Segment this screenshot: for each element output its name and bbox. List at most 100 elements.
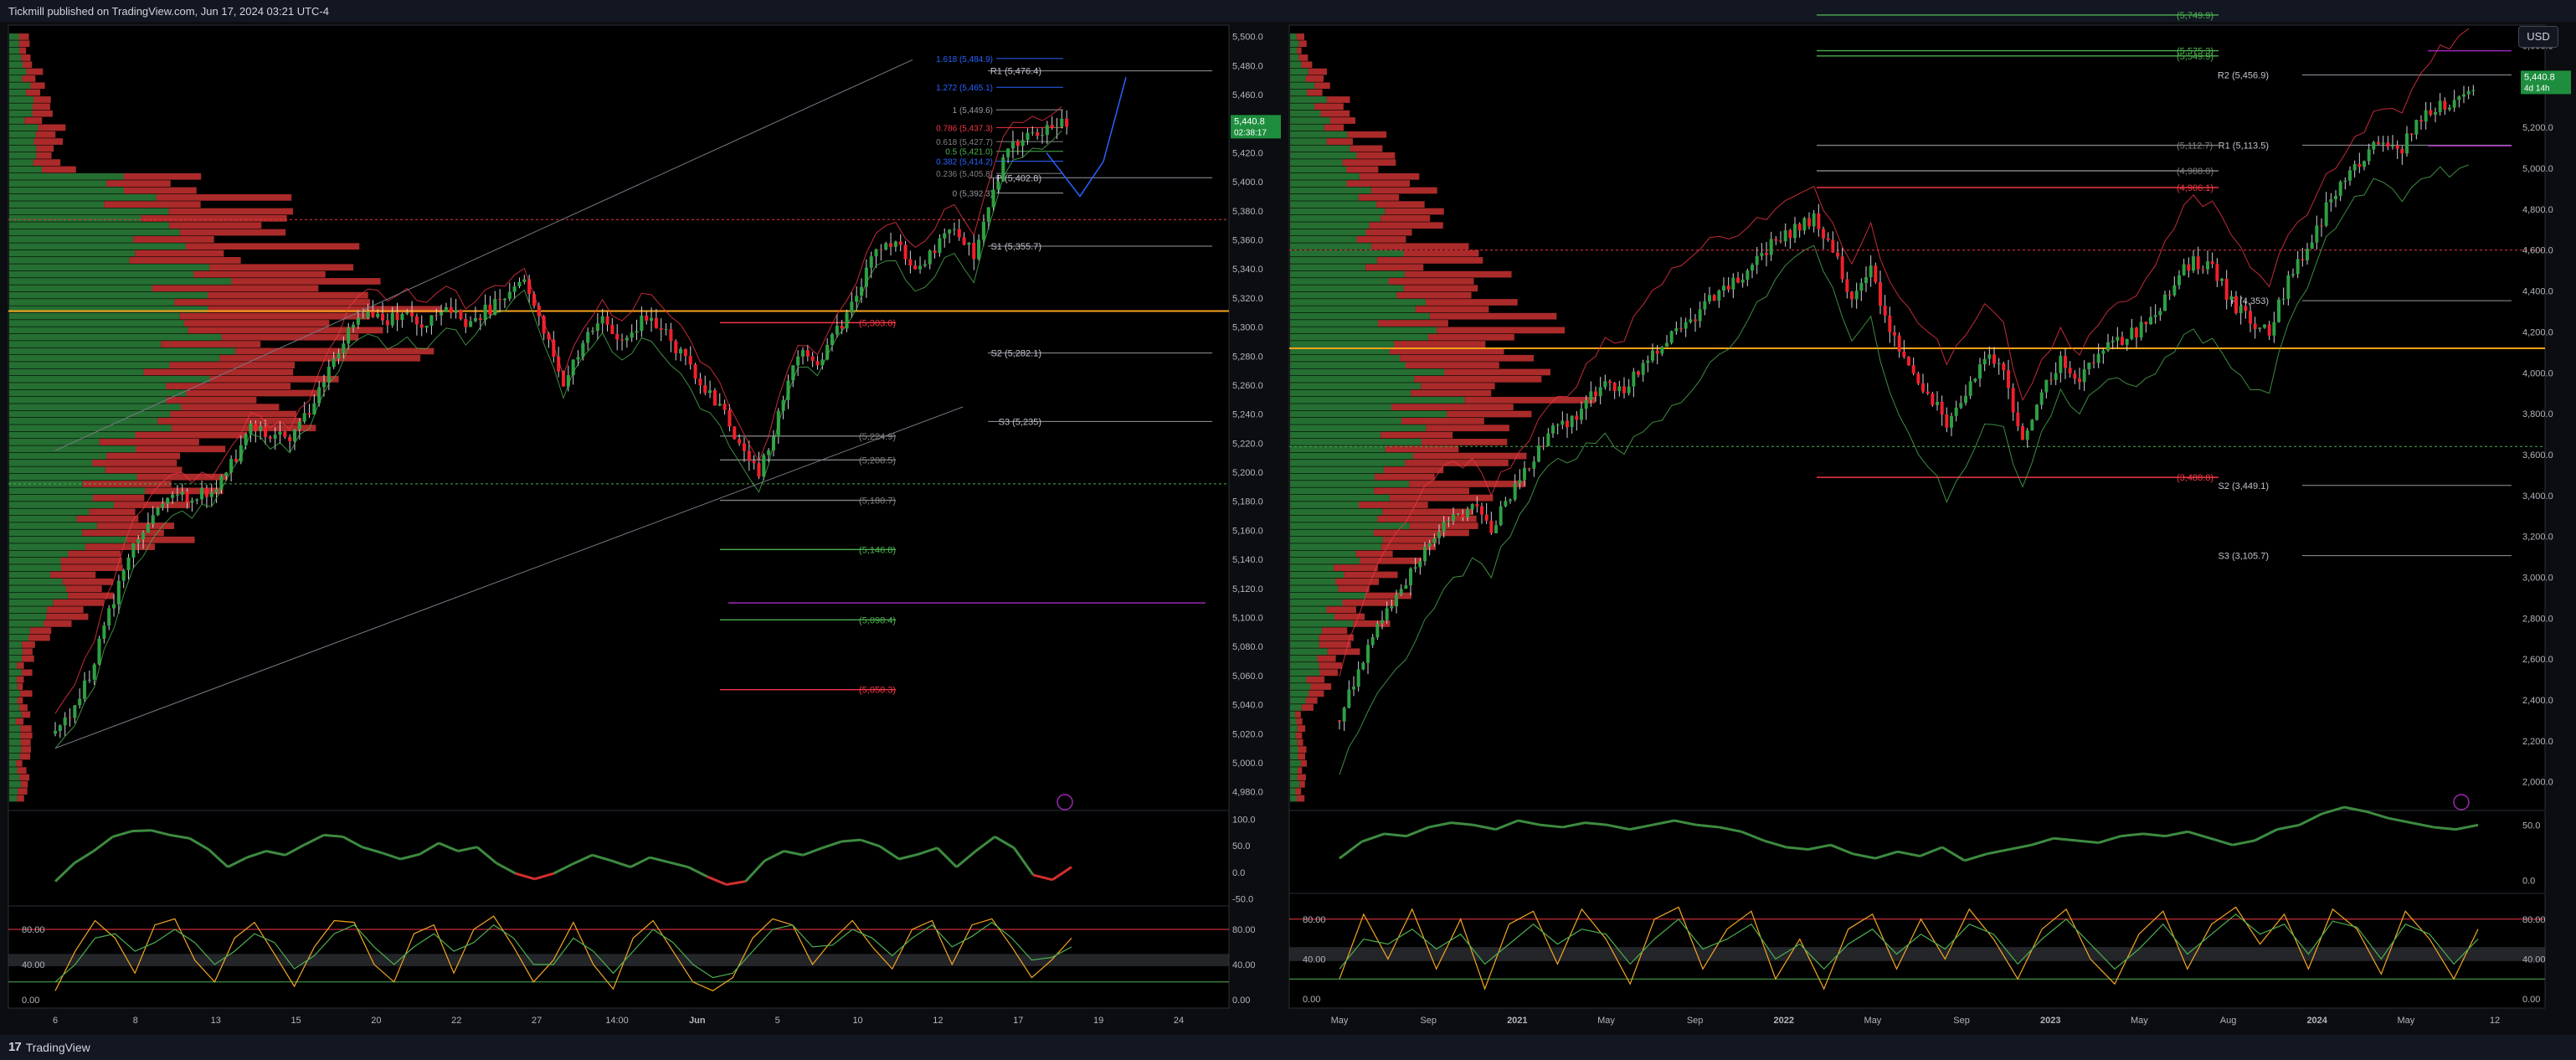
candle-down — [1822, 229, 1825, 239]
candle-up — [2352, 163, 2357, 171]
candle-down — [2167, 294, 2172, 296]
volume-bar-up — [1290, 502, 1359, 508]
time-axis: May Sep 2021 May Sep 2022 May Sep 2023 May Aug 2024… — [1331, 1016, 2501, 1026]
volume-bar-up — [9, 557, 61, 564]
candle-up — [625, 337, 629, 341]
volume-bar-up — [1290, 418, 1401, 425]
time-tick-label: 2024 — [2306, 1016, 2327, 1026]
candle-up — [146, 523, 150, 533]
candle-up — [390, 312, 394, 326]
candle-down — [1015, 141, 1020, 147]
candle-down — [2443, 100, 2447, 110]
volume-bar-up — [9, 627, 30, 635]
level-label: (5,224.9) — [859, 432, 896, 442]
volume-bar-up — [9, 333, 222, 341]
chart-panel-1[interactable]: (5,303.0) (5,224.9) (5,208.5) (5,180.7) (5,1… — [8, 24, 1281, 1026]
chart-panel-2[interactable]: (5,749.9) (5,575.3)(5,549.9) (5,112.7) (4,9… — [1288, 11, 2571, 1026]
candle-up — [356, 317, 360, 325]
candle-up — [1669, 331, 1674, 343]
currency-button[interactable]: USD — [2518, 26, 2558, 48]
rsi-line-segment — [1051, 866, 1072, 882]
volume-bar-up — [9, 655, 22, 662]
candle-up — [522, 279, 527, 282]
candle-down — [1911, 365, 1915, 374]
price-tick-label: 3,800.0 — [2522, 409, 2553, 419]
volume-bar-up — [9, 159, 33, 166]
candle-down — [757, 463, 761, 477]
volume-bar-down — [1295, 732, 1303, 739]
volume-bar-up — [9, 61, 23, 69]
tradingview-brand[interactable]: 17 TradingView — [8, 1040, 90, 1054]
candle-up — [58, 725, 62, 731]
volume-bar-up — [9, 515, 77, 522]
candle-up — [2263, 324, 2266, 328]
candle-up — [2296, 259, 2300, 275]
rsi-tick-label: 50.0 — [2522, 821, 2540, 831]
candle-up — [600, 316, 604, 324]
price-tick-label: 5,120.0 — [1232, 584, 1263, 594]
volume-bar-down — [1356, 152, 1396, 159]
volume-bar-up — [1290, 718, 1297, 725]
rsi-line-segment — [112, 830, 133, 838]
candle-up — [1854, 291, 1859, 300]
candle-up — [1987, 354, 1992, 359]
rsi-line-segment — [304, 834, 325, 846]
rsi-line-segment — [438, 841, 459, 852]
rsi-line-segment — [955, 850, 977, 868]
rsi-line-segment — [1518, 819, 1541, 826]
candle-down — [2002, 363, 2006, 371]
candle-up — [2471, 90, 2476, 91]
candle-up — [1499, 506, 1503, 526]
price-tick-label: 3,600.0 — [2522, 450, 2553, 461]
candle-down — [1774, 239, 1778, 241]
volume-bar-down — [62, 578, 114, 585]
candle-up — [855, 296, 859, 302]
rsi-line-segment — [1032, 873, 1053, 882]
candle-up — [884, 243, 888, 250]
candle-up — [1812, 213, 1816, 227]
volume-bar-down — [1411, 389, 1492, 397]
volume-bar-down — [33, 159, 61, 166]
volume-bar-down — [166, 383, 291, 390]
volume-bar-down — [1365, 229, 1412, 236]
candle-up — [53, 730, 58, 734]
candle-up — [1060, 118, 1064, 127]
candle-down — [2007, 370, 2010, 388]
candle-up — [762, 455, 766, 477]
candle-down — [683, 348, 687, 357]
candle-down — [703, 385, 707, 394]
volume-bar-down — [1355, 550, 1393, 558]
volume-bar-down — [17, 697, 23, 704]
candle-up — [1381, 620, 1384, 624]
fib-label: 1 (5,449.6) — [953, 106, 993, 116]
volume-bar-up — [9, 522, 97, 529]
candle-up — [581, 342, 585, 358]
stoch-tick-label: 80.00 — [2522, 915, 2546, 925]
candle-up — [469, 321, 473, 327]
candle-up — [2438, 100, 2442, 112]
candle-down — [204, 488, 208, 497]
volume-bar-down — [1377, 515, 1477, 522]
volume-bar-down — [32, 110, 53, 117]
candle-down — [615, 333, 620, 340]
volume-bar-up — [1290, 159, 1343, 166]
candle-up — [1755, 255, 1759, 265]
candle-up — [342, 343, 346, 353]
candle-down — [459, 310, 463, 320]
volume-bar-down — [1394, 341, 1486, 347]
volume-bar-up — [9, 738, 21, 746]
candle-down — [1945, 414, 1949, 428]
volume-bar-up — [9, 613, 47, 620]
candle-down — [1050, 125, 1054, 128]
volume-bar-up — [1290, 473, 1375, 481]
candle-down — [1475, 503, 1479, 507]
volume-bar-down — [1297, 774, 1306, 781]
candle-up — [2291, 274, 2295, 275]
volume-bar-down — [19, 753, 31, 760]
volume-bar-down — [1296, 33, 1304, 40]
price-axis: 5,600.05,400.05,200.05,000.04,800.04,600… — [2522, 42, 2553, 788]
candle-down — [1888, 315, 1892, 332]
time-tick-label: Sep — [1953, 1016, 1970, 1026]
candle-up — [1504, 501, 1508, 507]
